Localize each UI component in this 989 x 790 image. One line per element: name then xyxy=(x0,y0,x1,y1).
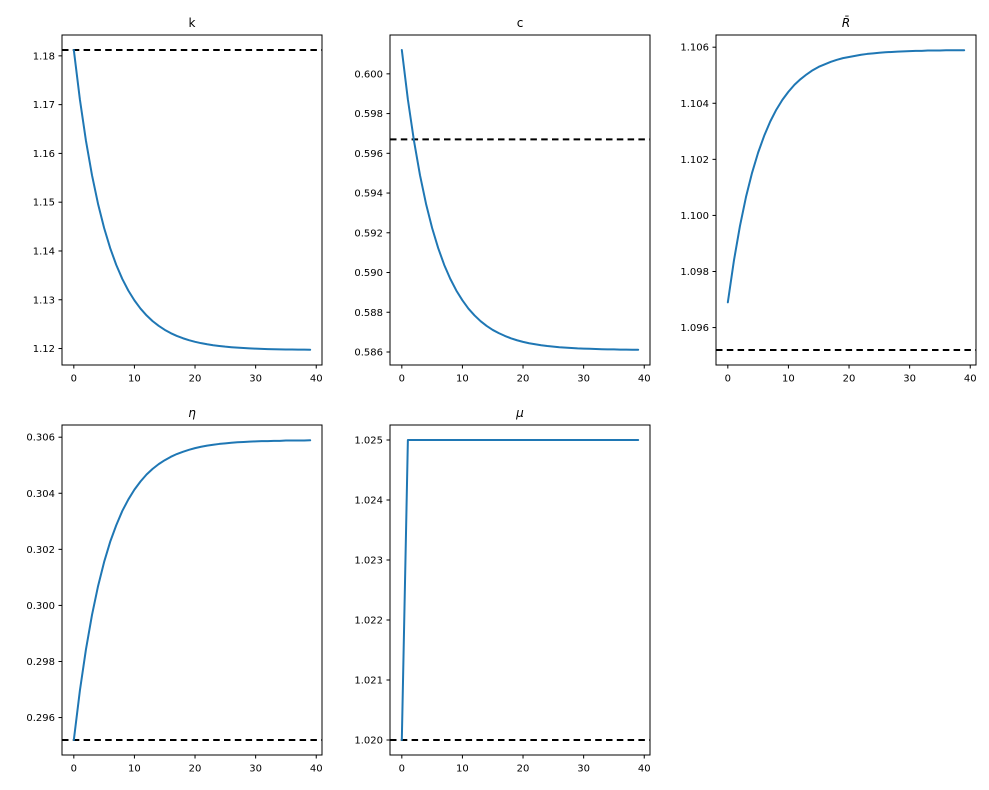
y-tick-label: 1.17 xyxy=(33,100,55,111)
y-tick-label: 0.596 xyxy=(354,149,383,160)
y-tick-label: 1.096 xyxy=(680,323,709,334)
x-tick-label: 30 xyxy=(249,374,262,385)
y-tick-label: 1.18 xyxy=(33,51,55,62)
x-tick-label: 20 xyxy=(189,374,202,385)
x-tick-label: 10 xyxy=(456,764,469,775)
y-tick-label: 0.306 xyxy=(26,433,55,444)
y-tick-label: 0.592 xyxy=(354,228,383,239)
x-tick-label: 10 xyxy=(456,374,469,385)
x-tick-label: 0 xyxy=(725,374,731,385)
y-tick-label: 1.102 xyxy=(680,155,709,166)
y-tick-label: 1.104 xyxy=(680,99,709,110)
y-tick-label: 0.594 xyxy=(354,189,383,200)
x-tick-label: 20 xyxy=(517,764,530,775)
x-tick-label: 30 xyxy=(577,374,590,385)
transition-path-line xyxy=(72,49,312,351)
x-tick-label: 30 xyxy=(903,374,916,385)
subplot-title: k xyxy=(189,16,196,30)
x-tick-label: 40 xyxy=(638,764,651,775)
axes-frame xyxy=(61,34,323,366)
y-tick-label: 0.586 xyxy=(354,347,383,358)
subplot-title: η xyxy=(188,406,196,420)
y-tick-label: 1.14 xyxy=(33,246,55,257)
y-tick-label: 0.600 xyxy=(354,69,383,80)
x-tick-label: 40 xyxy=(310,764,323,775)
x-tick-label: 0 xyxy=(399,764,405,775)
x-tick-label: 40 xyxy=(964,374,977,385)
x-tick-label: 20 xyxy=(189,764,202,775)
y-tick-label: 1.13 xyxy=(33,295,55,306)
y-tick-label: 1.12 xyxy=(33,344,55,355)
axes-frame xyxy=(389,34,651,366)
subplot-title: R̄ xyxy=(842,16,850,30)
transition-path-line xyxy=(400,49,640,351)
subplot-c: 0 10 20 30 40 0.586 0.588 0.590 0.592 0.594 0.596 0… xyxy=(354,16,650,385)
axes-frame xyxy=(389,424,651,756)
y-tick-label: 0.598 xyxy=(354,109,383,120)
y-tick-label: 1.106 xyxy=(680,43,709,54)
axes-frame xyxy=(715,34,977,366)
transition-path-line xyxy=(400,439,640,741)
y-tick-label: 1.16 xyxy=(33,149,55,160)
x-tick-label: 10 xyxy=(128,374,141,385)
y-tick-label: 1.020 xyxy=(354,736,383,747)
y-tick-label: 1.098 xyxy=(680,267,709,278)
y-tick-label: 1.022 xyxy=(354,616,383,627)
y-tick-label: 1.025 xyxy=(354,436,383,447)
y-tick-label: 0.304 xyxy=(26,489,55,500)
x-tick-label: 20 xyxy=(517,374,530,385)
x-tick-label: 0 xyxy=(71,374,77,385)
subplot-title: μ xyxy=(515,406,524,420)
transition-path-line xyxy=(72,439,312,741)
axes-frame xyxy=(61,424,323,756)
x-tick-label: 10 xyxy=(128,764,141,775)
x-tick-label: 30 xyxy=(577,764,590,775)
subplot-mu: 0 10 20 30 40 1.020 1.021 1.022 1.023 1.024 1.025 μ xyxy=(354,406,650,775)
transition-path-line xyxy=(726,49,966,304)
x-tick-label: 40 xyxy=(310,374,323,385)
y-tick-label: 0.298 xyxy=(26,657,55,668)
y-tick-label: 1.100 xyxy=(680,211,709,222)
x-tick-label: 0 xyxy=(399,374,405,385)
y-tick-label: 1.024 xyxy=(354,496,383,507)
y-tick-label: 0.302 xyxy=(26,545,55,556)
y-tick-label: 0.590 xyxy=(354,268,383,279)
y-tick-label: 1.023 xyxy=(354,556,383,567)
x-tick-label: 10 xyxy=(782,374,795,385)
subplot-Rbar: 0 10 20 30 40 1.096 1.098 1.100 1.102 1.104 1.106 R… xyxy=(680,16,976,385)
subplot-title: c xyxy=(517,16,524,30)
x-tick-label: 30 xyxy=(249,764,262,775)
y-tick-label: 1.15 xyxy=(33,198,55,209)
subplot-k: 0 10 20 30 40 1.12 1.13 1.14 1.15 1.16 1.17 1.18 k xyxy=(33,16,323,385)
subplot-eta: 0 10 20 30 40 0.296 0.298 0.300 0.302 0.304 0.306 η xyxy=(26,406,322,775)
y-tick-label: 1.021 xyxy=(354,676,383,687)
x-tick-label: 40 xyxy=(638,374,651,385)
x-tick-label: 20 xyxy=(843,374,856,385)
y-tick-label: 0.588 xyxy=(354,308,383,319)
x-tick-label: 0 xyxy=(71,764,77,775)
y-tick-label: 0.300 xyxy=(26,601,55,612)
y-tick-label: 0.296 xyxy=(26,713,55,724)
